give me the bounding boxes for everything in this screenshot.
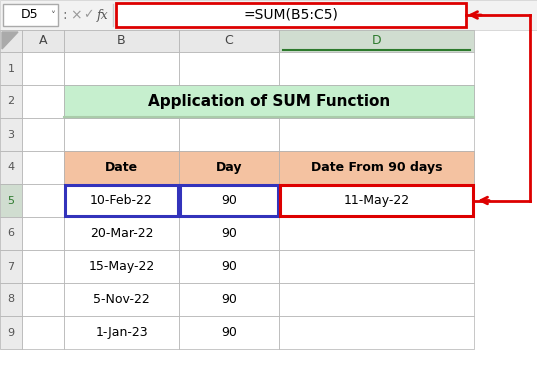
Bar xyxy=(64,184,179,217)
Text: 90: 90 xyxy=(221,194,237,207)
Bar xyxy=(179,52,279,85)
Text: ×: × xyxy=(70,8,82,22)
Text: Date: Date xyxy=(105,161,138,174)
Text: ✓: ✓ xyxy=(83,8,93,22)
Bar xyxy=(116,3,466,27)
Bar xyxy=(64,85,474,118)
Bar xyxy=(0,184,22,217)
Text: D5: D5 xyxy=(21,8,39,22)
Bar xyxy=(179,283,279,316)
Bar xyxy=(22,184,64,217)
Bar xyxy=(22,85,64,118)
Text: 9: 9 xyxy=(8,328,14,338)
Text: 11-May-22: 11-May-22 xyxy=(344,194,410,207)
Text: Application of SUM Function: Application of SUM Function xyxy=(148,94,390,109)
Bar xyxy=(22,217,64,250)
Text: 15-May-22: 15-May-22 xyxy=(89,260,155,273)
Bar xyxy=(22,118,64,151)
Bar xyxy=(0,151,22,184)
Bar xyxy=(0,85,22,118)
Text: Day: Day xyxy=(216,161,242,174)
Bar xyxy=(179,151,279,184)
Text: 6: 6 xyxy=(8,229,14,238)
Bar xyxy=(279,217,474,250)
Text: fx: fx xyxy=(97,9,109,22)
Text: 20-Mar-22: 20-Mar-22 xyxy=(90,227,153,240)
Bar xyxy=(179,85,279,118)
Text: 90: 90 xyxy=(221,260,237,273)
Text: 90: 90 xyxy=(221,227,237,240)
Text: 7: 7 xyxy=(8,261,14,271)
Bar xyxy=(64,52,179,85)
Bar xyxy=(0,0,537,30)
Bar xyxy=(179,250,279,283)
Bar xyxy=(279,184,474,217)
Bar xyxy=(0,118,22,151)
Bar xyxy=(179,30,279,52)
Bar xyxy=(179,217,279,250)
Bar xyxy=(279,283,474,316)
Bar xyxy=(64,151,179,184)
Bar xyxy=(22,250,64,283)
Bar xyxy=(179,151,279,184)
Text: 1: 1 xyxy=(8,64,14,74)
Bar xyxy=(0,316,22,349)
Text: 10-Feb-22: 10-Feb-22 xyxy=(90,194,153,207)
Bar xyxy=(0,250,22,283)
Bar xyxy=(64,85,179,118)
Bar xyxy=(0,52,22,85)
Bar xyxy=(22,52,64,85)
Bar xyxy=(279,52,474,85)
Bar xyxy=(279,30,474,52)
Bar xyxy=(0,30,22,52)
Bar xyxy=(179,184,279,217)
Text: 5-Nov-22: 5-Nov-22 xyxy=(93,293,150,306)
Bar xyxy=(64,30,179,52)
Bar xyxy=(64,283,179,316)
Text: A: A xyxy=(39,35,47,47)
Text: :: : xyxy=(63,8,67,22)
Text: 1-Jan-23: 1-Jan-23 xyxy=(95,326,148,339)
Bar xyxy=(64,250,179,283)
Bar xyxy=(22,316,64,349)
Bar xyxy=(64,217,179,250)
Bar xyxy=(279,250,474,283)
Text: 90: 90 xyxy=(221,326,237,339)
Polygon shape xyxy=(2,32,18,49)
Bar xyxy=(22,283,64,316)
Bar xyxy=(279,118,474,151)
Bar xyxy=(179,118,279,151)
Bar xyxy=(0,283,22,316)
Text: Date From 90 days: Date From 90 days xyxy=(311,161,442,174)
Text: 3: 3 xyxy=(8,129,14,139)
Text: 2: 2 xyxy=(8,97,14,107)
Text: 90: 90 xyxy=(221,293,237,306)
Text: =SUM(B5:C5): =SUM(B5:C5) xyxy=(244,8,338,22)
Bar xyxy=(0,217,22,250)
Text: 8: 8 xyxy=(8,295,14,305)
Bar xyxy=(280,185,473,216)
Bar xyxy=(22,151,64,184)
Bar xyxy=(22,30,64,52)
Bar xyxy=(64,151,179,184)
Text: C: C xyxy=(224,35,234,47)
Bar xyxy=(279,85,474,118)
Bar xyxy=(64,316,179,349)
Text: 4: 4 xyxy=(8,162,14,172)
Text: D: D xyxy=(372,35,381,47)
Text: 5: 5 xyxy=(8,196,14,206)
Bar xyxy=(180,185,278,216)
Bar xyxy=(279,151,474,184)
Bar xyxy=(65,185,178,216)
Bar xyxy=(64,118,179,151)
Bar xyxy=(3,4,58,26)
Bar xyxy=(279,151,474,184)
Text: ˅: ˅ xyxy=(50,11,55,21)
Bar xyxy=(179,316,279,349)
Text: B: B xyxy=(117,35,126,47)
Bar xyxy=(279,316,474,349)
